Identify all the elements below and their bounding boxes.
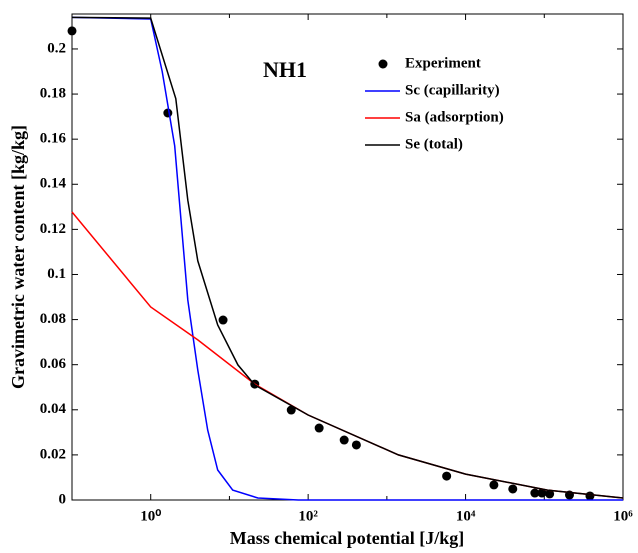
x-tick-label: 10⁴ bbox=[456, 508, 476, 524]
legend-label: Se (total) bbox=[405, 136, 463, 152]
data-point bbox=[218, 315, 228, 325]
legend-marker bbox=[378, 59, 388, 69]
y-tick-label: 0.04 bbox=[40, 401, 67, 417]
series-line bbox=[71, 16, 624, 499]
y-tick-label: 0.02 bbox=[40, 446, 66, 462]
y-tick-label: 0.1 bbox=[47, 266, 66, 282]
data-point bbox=[530, 488, 540, 498]
x-tick-label: 10⁶ bbox=[613, 508, 633, 524]
data-point bbox=[537, 488, 547, 498]
legend-label: Experiment bbox=[405, 55, 481, 71]
series-line bbox=[71, 16, 623, 501]
data-point bbox=[163, 108, 173, 118]
x-axis-label: Mass chemical potential [J/kg] bbox=[230, 528, 464, 548]
y-tick-label: 0.18 bbox=[40, 85, 66, 101]
series-line bbox=[71, 211, 624, 499]
data-point bbox=[508, 484, 518, 494]
plot-frame bbox=[71, 13, 624, 501]
y-tick-label: 0.08 bbox=[40, 311, 66, 327]
data-point bbox=[339, 435, 349, 445]
data-point bbox=[489, 480, 499, 490]
data-point bbox=[442, 471, 452, 481]
y-tick-label: 0.2 bbox=[47, 40, 66, 56]
data-point bbox=[286, 405, 296, 415]
chart-title: NH1 bbox=[263, 57, 307, 82]
y-tick-label: 0.06 bbox=[40, 356, 67, 372]
legend-label: Sa (adsorption) bbox=[405, 109, 504, 125]
y-tick-label: 0 bbox=[59, 491, 67, 507]
x-tick-label: 10⁰ bbox=[140, 508, 161, 524]
y-tick-label: 0.14 bbox=[40, 176, 67, 192]
y-axis-label: Gravimetric water content [kg/kg] bbox=[8, 125, 28, 389]
data-point bbox=[314, 423, 324, 433]
y-tick-label: 0.16 bbox=[40, 131, 67, 147]
data-point bbox=[585, 491, 595, 501]
data-point bbox=[351, 440, 361, 450]
y-tick-label: 0.12 bbox=[40, 221, 66, 237]
data-point bbox=[67, 26, 77, 36]
x-tick-label: 10² bbox=[298, 508, 318, 524]
legend-label: Sc (capillarity) bbox=[405, 82, 500, 98]
data-point bbox=[545, 489, 555, 499]
